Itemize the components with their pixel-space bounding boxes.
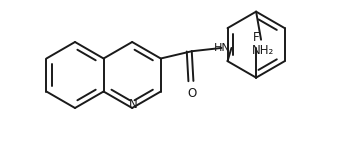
Text: NH₂: NH₂ bbox=[252, 44, 274, 57]
Text: F: F bbox=[253, 31, 260, 44]
Text: N: N bbox=[129, 98, 137, 112]
Text: O: O bbox=[188, 87, 197, 100]
Text: HN: HN bbox=[214, 43, 231, 53]
